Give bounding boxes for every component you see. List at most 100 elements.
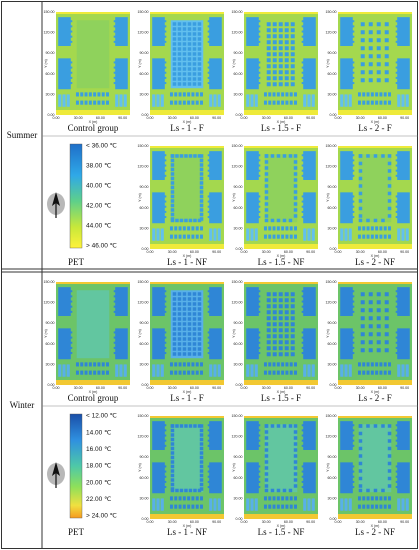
panel-caption: Control group [68, 393, 119, 403]
tree-cell [293, 454, 298, 458]
tree-cell [264, 436, 269, 440]
building [70, 290, 73, 293]
building [258, 470, 261, 473]
building [191, 496, 195, 501]
building [375, 226, 379, 231]
tree-cell [368, 70, 373, 75]
tree-cell [278, 328, 283, 333]
building [352, 465, 355, 468]
tree-cell [278, 58, 283, 63]
building [123, 364, 127, 377]
building [258, 159, 261, 162]
panel-caption: Ls - 2 - NF [355, 257, 395, 267]
building [263, 92, 267, 97]
tree-cell [172, 322, 177, 326]
building [207, 216, 210, 219]
tree-cell [187, 82, 192, 86]
tree-cell [192, 297, 197, 301]
tree-cell [177, 352, 182, 356]
building [169, 370, 173, 375]
building [258, 444, 261, 447]
y-tick-label: 150.00 [232, 414, 243, 418]
building [178, 370, 182, 375]
building [160, 228, 164, 241]
tree-cell [276, 154, 281, 158]
y-tick-label: 30.00 [328, 226, 337, 230]
building [301, 310, 304, 313]
open-space [264, 154, 298, 223]
legend-label: > 24.00 ℃ [86, 513, 118, 520]
building [84, 92, 88, 97]
building [263, 496, 267, 501]
tree-cell [182, 62, 187, 66]
building [152, 328, 165, 360]
tree-cell [172, 42, 177, 46]
y-tick-label: 90.00 [140, 51, 149, 55]
building [352, 30, 355, 33]
x-axis-label: X (m) [277, 390, 286, 394]
tree-cell [182, 312, 187, 316]
building [164, 35, 167, 38]
building [301, 486, 304, 489]
building [207, 169, 210, 172]
tree-cell [272, 58, 277, 63]
tree-cell [184, 218, 188, 223]
building [311, 498, 315, 511]
building [164, 195, 167, 198]
building [366, 496, 370, 501]
tree-cell [358, 161, 363, 166]
tree-cell [177, 337, 182, 341]
building [164, 82, 167, 85]
tree-cell [170, 478, 175, 482]
tree-cell [266, 298, 271, 303]
building [395, 195, 398, 198]
building [187, 92, 191, 97]
tree-cell [264, 478, 269, 482]
building [388, 226, 391, 231]
y-tick-label: 120.00 [138, 165, 149, 169]
tree-cell [172, 317, 177, 321]
tree-cell [177, 32, 182, 36]
tree-cell [266, 70, 271, 75]
building [97, 362, 101, 367]
building [113, 76, 116, 79]
tree-cell [264, 448, 269, 452]
building [207, 25, 210, 28]
building [207, 174, 210, 177]
tree-cell [192, 67, 197, 71]
tree-cell [278, 28, 283, 33]
tree-cell [387, 476, 392, 481]
tree-cell [278, 310, 283, 315]
y-tick-label: 0.00 [330, 517, 337, 521]
tree-cell [278, 298, 283, 303]
tree-cell [192, 307, 197, 311]
x-tick-label: 90.00 [306, 520, 315, 524]
building [366, 362, 370, 367]
building [113, 35, 116, 38]
tree-cell [288, 218, 293, 223]
building [301, 200, 304, 203]
tree-cell [278, 64, 283, 69]
building [301, 352, 304, 355]
tree-cell [187, 337, 192, 341]
building [254, 364, 258, 377]
tree-cell [197, 307, 202, 311]
tree-cell [360, 46, 365, 51]
tree-cell [368, 324, 373, 329]
y-tick-label: 30.00 [46, 362, 55, 366]
y-tick-label: 150.00 [232, 10, 243, 14]
tree-cell [197, 327, 202, 331]
tree-cell [272, 316, 277, 321]
tree-cell [266, 292, 271, 297]
building [276, 496, 280, 501]
building [70, 61, 73, 64]
building [156, 228, 160, 241]
tree-cell [172, 292, 177, 296]
building [207, 331, 210, 334]
tree-cell [284, 34, 289, 39]
x-tick-label: 30.00 [168, 116, 177, 120]
building [70, 310, 73, 313]
tree-cell [177, 347, 182, 351]
tree-cell [197, 82, 202, 86]
tree-cell [381, 154, 385, 158]
